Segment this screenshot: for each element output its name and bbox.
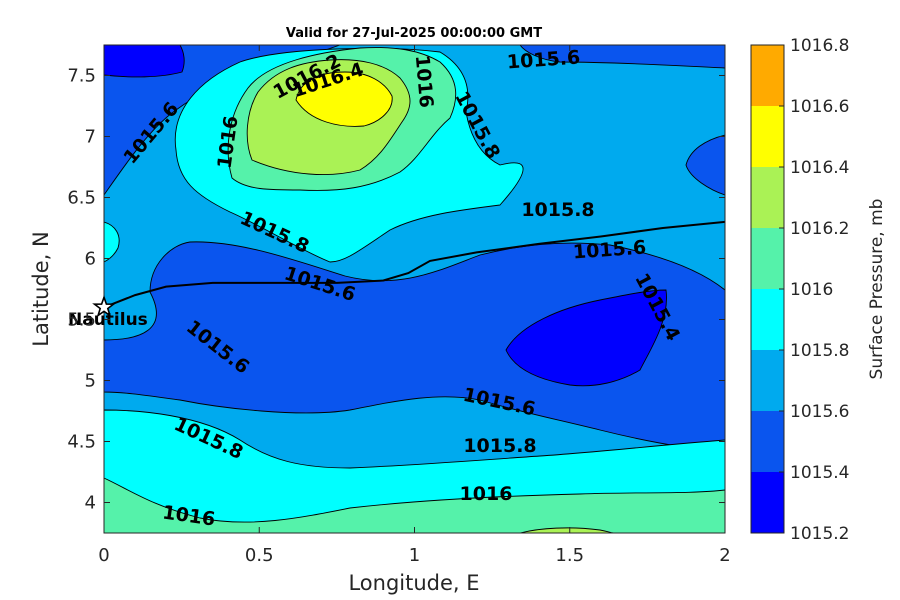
contour-label: 1016	[411, 54, 438, 109]
map-title: Valid for 27-Jul-2025 00:00:00 GMT	[286, 26, 542, 41]
x-tick-label: 0	[98, 545, 109, 566]
colorbar-segment	[751, 472, 784, 533]
x-tick-label: 2	[719, 545, 730, 566]
colorbar-tick-label: 1015.4	[790, 463, 849, 483]
x-tick-label: 1.5	[555, 545, 584, 566]
plot-area	[104, 45, 725, 533]
star-icon	[92, 294, 116, 318]
contour-label: 1015.8	[463, 435, 536, 457]
y-tick-label: 7.5	[67, 66, 96, 87]
band-1015-2-middle	[505, 289, 667, 387]
colorbar-tick-label: 1016.2	[790, 219, 849, 239]
colorbar-segment	[751, 45, 784, 106]
colorbar-label: Surface Pressure, mb	[867, 199, 887, 380]
colorbar-segment	[751, 106, 784, 167]
colorbar-tick-label: 1015.6	[790, 402, 849, 422]
y-tick-label: 6	[85, 249, 96, 270]
contour-label: 1015.6	[506, 46, 581, 73]
band-1015-8-left-edge	[104, 221, 120, 263]
colorbar-segment	[751, 228, 784, 289]
x-axis: 0 0.5 1 1.5 2	[98, 45, 731, 566]
y-tick-label: 4	[85, 493, 96, 514]
colorbar: 1015.2 1015.4 1015.6 1015.8 1016 1016.2 1016.4…	[750, 36, 849, 544]
colorbar-segment	[751, 350, 784, 411]
colorbar-segment	[751, 289, 784, 350]
colorbar-segment	[751, 411, 784, 472]
colorbar-tick-label: 1015.2	[790, 524, 849, 544]
band-1015-2-top-left	[104, 45, 185, 78]
band-1015-4-top-right	[685, 134, 725, 196]
y-tick-label: 5	[85, 371, 96, 392]
colorbar-tick-label: 1016.8	[790, 36, 849, 56]
y-axis-label: Latitude, N	[29, 231, 53, 347]
y-tick-label: 6.5	[67, 188, 96, 209]
colorbar-segment	[751, 167, 784, 228]
band-1016-lower	[104, 477, 725, 533]
x-tick-label: 1	[409, 545, 420, 566]
colorbar-tick-label: 1016	[790, 280, 833, 300]
y-tick-label: 7	[85, 127, 96, 148]
contour-label: 1015.6	[572, 236, 647, 263]
x-tick-label: 0.5	[245, 545, 274, 566]
ship-track	[104, 220, 725, 309]
colorbar-tick-label: 1016.6	[790, 97, 849, 117]
y-axis: 4 4.5 5 5.5 6 6.5 7 7.5	[67, 66, 725, 514]
contour-label: 1015.8	[521, 199, 594, 221]
band-1016-4-upper	[295, 71, 393, 127]
y-tick-label: 5.5	[67, 310, 96, 331]
x-axis-label: Longitude, E	[348, 571, 479, 595]
colorbar-tick-label: 1016.4	[790, 158, 849, 178]
contour-label: 1016	[460, 483, 513, 505]
band-1015-4-middle	[104, 241, 725, 453]
colorbar-tick-label: 1015.8	[790, 341, 849, 361]
band-1015-4-top-edge	[519, 45, 725, 69]
y-tick-label: 4.5	[67, 432, 96, 453]
